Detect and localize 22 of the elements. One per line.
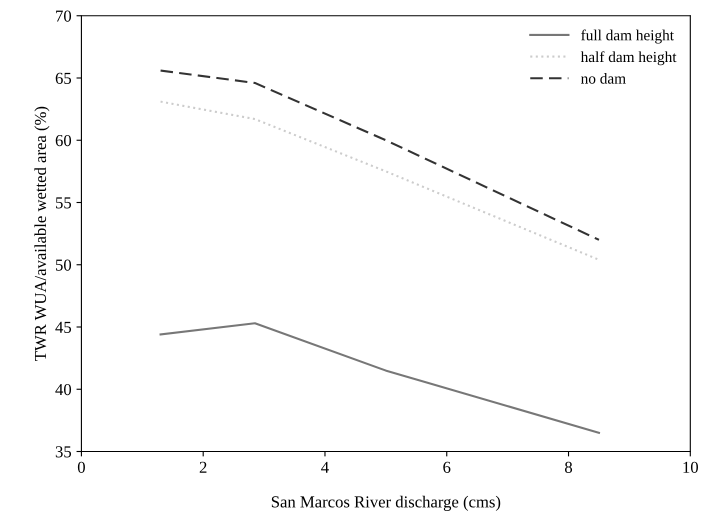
- y-tick-label: 70: [56, 10, 72, 22]
- y-tick-label: 65: [56, 72, 72, 84]
- x-tick-label: 10: [683, 462, 698, 473]
- line-series: [160, 322, 600, 434]
- y-tick-label: 55: [56, 197, 72, 208]
- legend-label: full dam height: [581, 30, 674, 44]
- line-series: [160, 100, 600, 261]
- line-series: [160, 69, 600, 241]
- x-tick-label: 8: [564, 462, 572, 473]
- y-tick-label: 40: [55, 384, 72, 396]
- y-tick-label: 45: [55, 322, 72, 333]
- y-axis-title: TWR WUA/available wetted area (%): [34, 106, 50, 361]
- y-tick-label: 60: [56, 134, 72, 146]
- y-tick-label: 35: [56, 446, 72, 458]
- y-tick-label: 50: [56, 259, 72, 271]
- x-axis-title: San Marcos River discharge (cms): [272, 496, 500, 511]
- legend-label: no dam: [581, 72, 626, 84]
- x-tick-label: 0: [78, 462, 85, 473]
- x-tick-label: 4: [321, 462, 329, 473]
- x-tick-label: 2: [200, 462, 206, 473]
- x-tick-label: 6: [443, 462, 450, 473]
- legend-label: half dam height: [580, 51, 676, 66]
